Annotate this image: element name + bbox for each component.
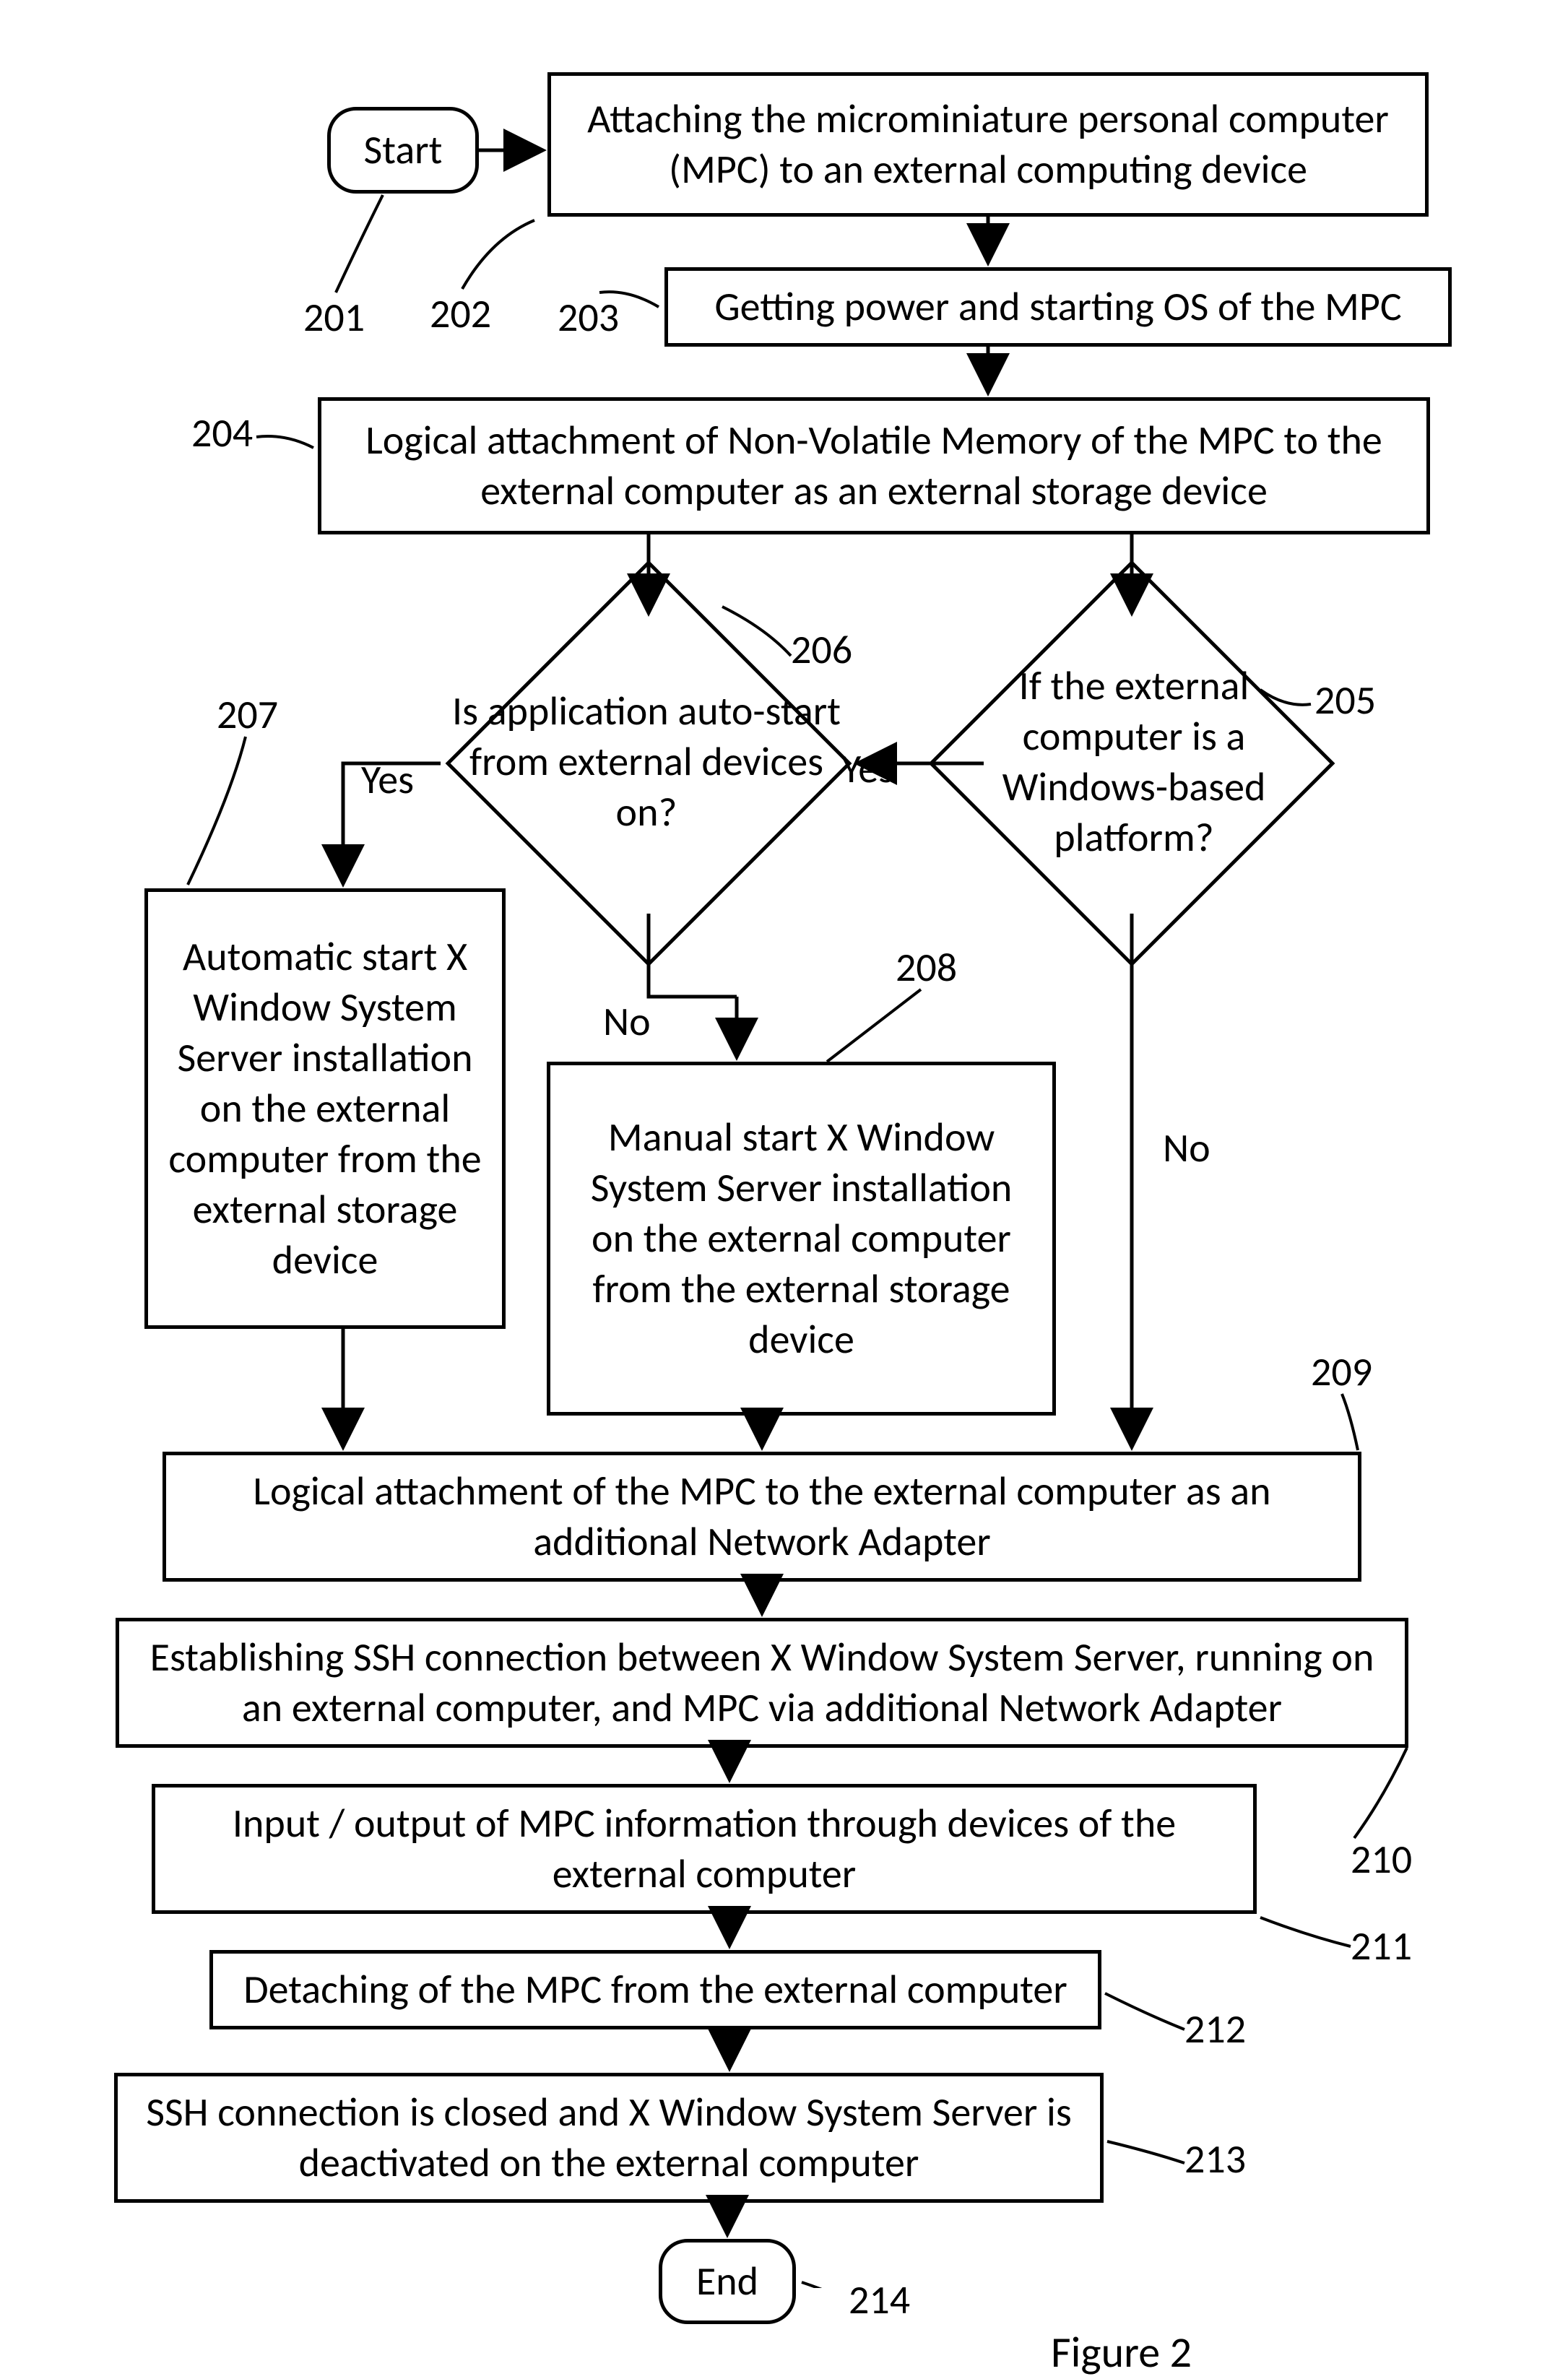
- label-yes-205: Yes: [841, 748, 894, 792]
- node-213-text: SSH connection is closed and X Window Sy…: [132, 2087, 1086, 2188]
- label-no-205: No: [1163, 1127, 1210, 1171]
- ref-203: 203: [558, 296, 619, 341]
- ref-212: 212: [1184, 2008, 1246, 2053]
- ref-213: 213: [1184, 2138, 1246, 2183]
- node-209-text: Logical attachment of the MPC to the ext…: [181, 1466, 1343, 1567]
- node-203: Getting power and starting OS of the MPC: [664, 267, 1452, 347]
- label-yes-206: Yes: [361, 758, 414, 803]
- ref-209: 209: [1311, 1351, 1372, 1395]
- label-no-206: No: [603, 1000, 651, 1045]
- node-202: Attaching the microminiature personal co…: [547, 72, 1429, 217]
- node-205: If the external computer is a Windows-ba…: [939, 603, 1329, 921]
- node-211: Input / output of MPC information throug…: [152, 1784, 1257, 1914]
- ref-205: 205: [1314, 679, 1376, 724]
- ref-207: 207: [217, 693, 278, 738]
- node-204: Logical attachment of Non-Volatile Memor…: [318, 397, 1430, 534]
- figure-label: Figure 2: [1051, 2329, 1192, 2377]
- node-210-text: Establishing SSH connection between X Wi…: [134, 1632, 1390, 1733]
- ref-214: 214: [849, 2279, 910, 2323]
- node-start-text: Start: [364, 125, 443, 176]
- node-start: Start: [327, 107, 479, 194]
- node-206-text: Is application auto-start from external …: [451, 686, 841, 838]
- node-204-text: Logical attachment of Non-Volatile Memor…: [336, 415, 1412, 516]
- node-208-text: Manual start X Window System Server inst…: [565, 1112, 1038, 1365]
- node-end: End: [659, 2239, 796, 2324]
- node-208: Manual start X Window System Server inst…: [547, 1062, 1056, 1416]
- node-213: SSH connection is closed and X Window Sy…: [114, 2073, 1104, 2203]
- node-211-text: Input / output of MPC information throug…: [170, 1798, 1239, 1899]
- ref-201: 201: [303, 296, 365, 341]
- node-206: Is application auto-start from external …: [451, 603, 841, 921]
- flowchart-canvas: Start Attaching the microminiature perso…: [0, 0, 1568, 2288]
- node-207: Automatic start X Window System Server i…: [144, 888, 506, 1329]
- node-end-text: End: [696, 2256, 758, 2307]
- node-205-text: If the external computer is a Windows-ba…: [939, 661, 1329, 863]
- node-203-text: Getting power and starting OS of the MPC: [714, 282, 1401, 332]
- node-202-text: Attaching the microminiature personal co…: [566, 94, 1411, 195]
- ref-202: 202: [430, 292, 491, 337]
- ref-210: 210: [1351, 1838, 1412, 1883]
- node-212: Detaching of the MPC from the external c…: [209, 1950, 1101, 2029]
- node-210: Establishing SSH connection between X Wi…: [116, 1618, 1408, 1748]
- ref-204: 204: [191, 412, 253, 456]
- node-212-text: Detaching of the MPC from the external c…: [243, 1964, 1067, 2015]
- ref-208: 208: [896, 946, 957, 991]
- ref-211: 211: [1351, 1925, 1412, 1970]
- node-207-text: Automatic start X Window System Server i…: [163, 932, 488, 1286]
- node-209: Logical attachment of the MPC to the ext…: [163, 1452, 1361, 1582]
- ref-206: 206: [791, 628, 852, 673]
